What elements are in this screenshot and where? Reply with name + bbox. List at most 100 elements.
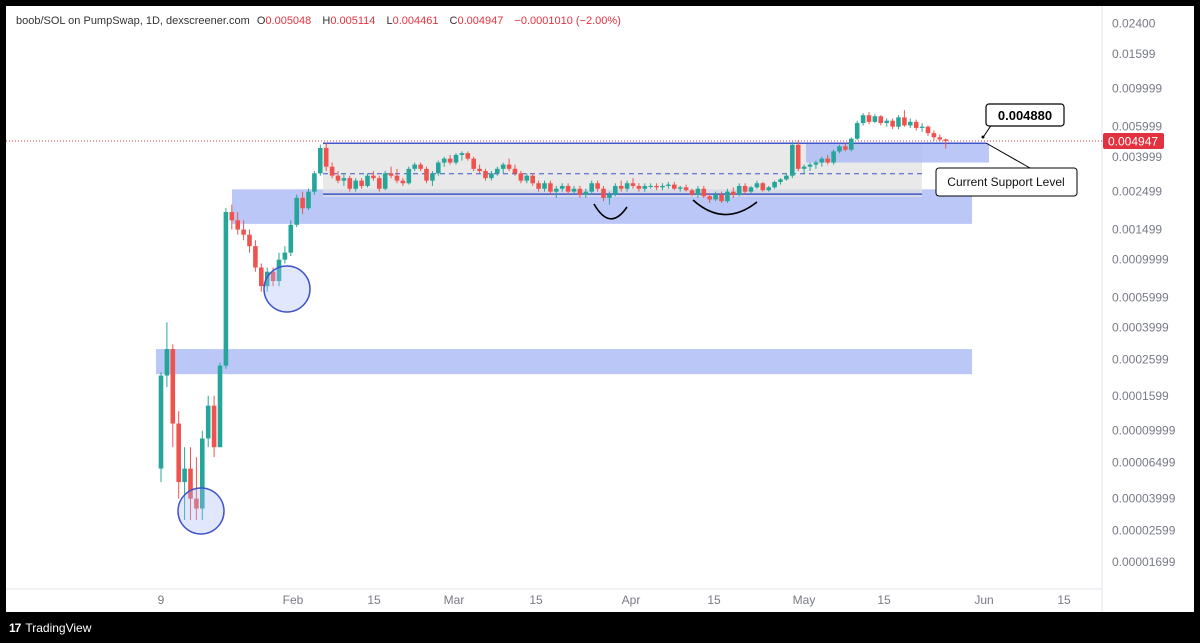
candle-body: [412, 164, 417, 169]
y-tick-label: 0.0003999: [1112, 321, 1169, 335]
candle-body: [259, 267, 264, 287]
candle-body: [660, 185, 665, 188]
candle-body: [902, 117, 907, 126]
candle-body: [371, 175, 376, 179]
candle-body: [217, 365, 223, 448]
x-tick-label: 9: [158, 593, 165, 607]
candle-body: [925, 126, 931, 134]
candle-body: [524, 175, 530, 181]
candle-body: [565, 185, 571, 192]
change-value: −0.0001010 (−2.00%): [514, 15, 621, 27]
candle-body: [872, 116, 878, 122]
candle-body: [884, 120, 889, 124]
candle-body: [164, 349, 170, 376]
x-tick-label: Feb: [283, 593, 304, 607]
candle-body: [465, 153, 471, 159]
x-tick-label: Apr: [622, 593, 641, 607]
candle-body: [736, 185, 742, 195]
candle-body: [559, 185, 565, 189]
candle-body: [194, 498, 199, 509]
candle-body: [200, 438, 205, 509]
candle-body: [707, 196, 712, 200]
candle-body: [459, 153, 465, 155]
candle-body: [530, 175, 535, 184]
candle-body: [500, 164, 506, 169]
candle-body: [713, 194, 718, 200]
callout-price: 0.004880: [998, 108, 1052, 123]
candle-body: [571, 188, 577, 192]
price-chart[interactable]: 0.004880 Current Support Level 0.02400 0.01…: [6, 6, 1194, 612]
candle-body: [725, 191, 730, 202]
candle-body: [831, 151, 836, 163]
candle-body: [601, 188, 606, 198]
candle-body: [760, 183, 766, 191]
x-tick-label: May: [793, 593, 816, 607]
open-label: O: [256, 15, 266, 27]
bottom-curve-2: [692, 199, 758, 216]
candle-body: [807, 164, 813, 167]
candle-body: [253, 246, 258, 268]
callout-anchor-dot: [981, 135, 985, 139]
candle-body: [648, 185, 653, 187]
candle-body: [813, 162, 819, 165]
candle-body: [943, 139, 948, 141]
candle-body: [300, 197, 305, 209]
candle-body: [630, 183, 636, 186]
candle-body: [288, 224, 294, 253]
candle-body: [241, 229, 246, 235]
candle-body: [312, 173, 317, 192]
candle-body: [270, 271, 276, 282]
tradingview-icon: 17: [9, 621, 21, 635]
candle-body: [447, 158, 453, 163]
candle-body: [377, 178, 382, 189]
candle-body: [554, 188, 559, 192]
candle-body: [388, 173, 394, 176]
candle-body: [323, 148, 329, 167]
candle-body: [518, 173, 524, 181]
candle-body: [418, 164, 423, 169]
candle-body: [772, 181, 777, 188]
candle-body: [595, 183, 600, 189]
tradingview-logo[interactable]: 17 TradingView: [9, 621, 91, 635]
candle-body: [436, 162, 441, 174]
last-price-label: 0.004947: [1108, 134, 1158, 148]
candle-body: [394, 175, 400, 181]
y-tick-label: 0.00003999: [1112, 492, 1176, 506]
candle-body: [689, 190, 695, 195]
y-tick-label: 0.00001699: [1112, 555, 1176, 569]
candle-body: [695, 188, 701, 195]
candle-body: [784, 175, 789, 180]
candle-body: [642, 185, 648, 189]
candle-body: [919, 126, 925, 128]
candle-body: [719, 194, 724, 202]
x-tick-label: Jun: [974, 593, 993, 607]
callout-box: [985, 103, 1065, 127]
candle-body: [341, 178, 347, 181]
low-value: 0.004461: [392, 15, 439, 27]
candle-body: [701, 188, 707, 197]
candle-body: [282, 252, 288, 260]
candle-body: [188, 468, 193, 499]
candle-body: [170, 349, 176, 424]
open-value: 0.005048: [265, 15, 312, 27]
candle-body: [205, 405, 211, 439]
candle-body: [754, 183, 760, 188]
candle-body: [489, 173, 494, 179]
candle-body: [400, 180, 406, 184]
support-label-box: [935, 167, 1078, 197]
y-tick-label: 0.009999: [1112, 82, 1162, 96]
chart-frame: 0.004880 Current Support Level 0.02400 0.01…: [6, 6, 1194, 612]
bottom-curve-1: [593, 203, 628, 220]
footer-bar: 17 TradingView: [0, 612, 1200, 643]
candle-body: [365, 175, 370, 186]
candle-body: [624, 183, 630, 189]
candle-body: [583, 191, 589, 195]
candle-body: [748, 187, 754, 192]
candle-body: [878, 116, 884, 124]
candle-body: [211, 405, 217, 448]
highlight-circle-low: [177, 487, 225, 535]
y-tick-label: 0.005999: [1112, 120, 1162, 134]
close-value: 0.004947: [457, 15, 504, 27]
candle-body: [613, 185, 618, 195]
candle-body: [731, 191, 736, 195]
